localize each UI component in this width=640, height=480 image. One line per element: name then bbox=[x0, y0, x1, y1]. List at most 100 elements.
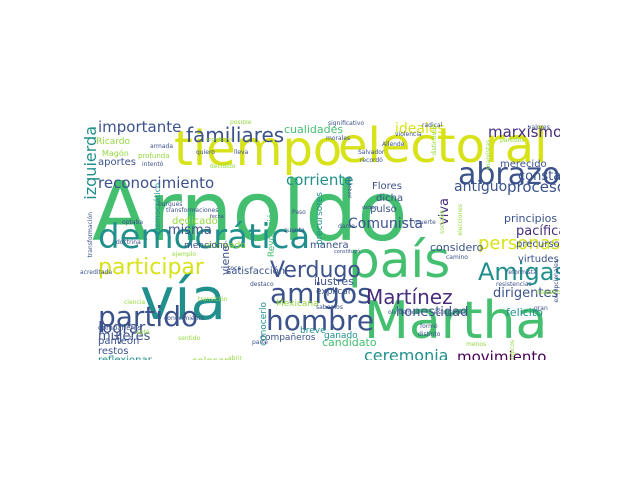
word-cloud: Arnoldo vía tiempo electoral Martha país democ… bbox=[80, 120, 560, 360]
cloud-word: Arnoldo bbox=[92, 165, 408, 260]
cloud-word: mujeres bbox=[98, 329, 151, 344]
cloud-word: misma bbox=[168, 223, 212, 238]
cloud-word: vía bbox=[140, 265, 226, 333]
cloud-word: decidido bbox=[210, 163, 236, 170]
cloud-word: Comunista bbox=[348, 216, 423, 232]
cloud-word: virtudes bbox=[518, 254, 559, 265]
cloud-word: conocimiento bbox=[164, 315, 205, 322]
cloud-word: partidos bbox=[500, 137, 525, 144]
cloud-word: abrir bbox=[228, 355, 243, 361]
cloud-word: valores bbox=[528, 124, 550, 131]
cloud-word: deben bbox=[362, 205, 378, 211]
cloud-word: distintivos bbox=[431, 125, 438, 156]
cloud-word: recordó bbox=[360, 157, 383, 164]
cloud-word: familiares bbox=[186, 123, 285, 147]
cloud-word: olvidemos bbox=[388, 309, 419, 316]
cloud-word: sabemos bbox=[316, 304, 343, 311]
cloud-word: breve bbox=[300, 326, 326, 336]
cloud-word: merecido bbox=[500, 159, 547, 170]
cloud-word: precursores bbox=[315, 192, 325, 246]
cloud-word: principios bbox=[504, 212, 558, 225]
cloud-word: antiguo bbox=[454, 179, 508, 195]
cloud-word: ejemplo bbox=[172, 251, 197, 258]
cloud-word: constituyó bbox=[334, 249, 361, 255]
cloud-word: Ricardo bbox=[96, 137, 130, 147]
cloud-word: dedicado bbox=[172, 216, 218, 227]
cloud-word: gran bbox=[534, 305, 548, 312]
cloud-word: distinto bbox=[418, 331, 441, 338]
cloud-word: Magón bbox=[102, 149, 129, 158]
cloud-word: proceso bbox=[507, 178, 560, 196]
cloud-word: armada bbox=[150, 143, 174, 150]
cloud-word: burgués bbox=[158, 201, 183, 208]
cloud-word: reformista bbox=[506, 269, 537, 276]
cloud-word: Amigas bbox=[478, 258, 560, 286]
cloud-word: Flores bbox=[372, 181, 402, 192]
cloud-word: significativo bbox=[328, 120, 365, 127]
cloud-word: Paso bbox=[292, 209, 306, 216]
cloud-word: panteón bbox=[98, 336, 140, 347]
cloud-word: abrazo bbox=[458, 157, 560, 192]
cloud-word: transformaciones bbox=[166, 207, 219, 214]
cloud-word: compañeras bbox=[98, 324, 142, 332]
cloud-word: Allende bbox=[382, 141, 405, 148]
cloud-word: hombre bbox=[266, 304, 375, 337]
cloud-word: compañeros bbox=[260, 333, 316, 343]
cloud-word: corriente bbox=[286, 171, 354, 189]
cloud-word: país bbox=[348, 231, 451, 289]
cloud-word: explicar bbox=[316, 287, 352, 297]
cloud-word: Mexicana bbox=[276, 299, 319, 309]
cloud-word: pulso bbox=[370, 204, 397, 215]
cloud-word: ideológicos bbox=[509, 340, 516, 360]
cloud-word: amigos bbox=[270, 277, 372, 310]
cloud-word: manera bbox=[310, 240, 349, 251]
cloud-word: resistencias bbox=[496, 281, 532, 288]
cloud-word: intentó bbox=[142, 161, 164, 168]
cloud-word: reconocimiento bbox=[98, 174, 215, 192]
cloud-word: precursor bbox=[516, 239, 560, 250]
cloud-word: doctrina bbox=[116, 239, 141, 246]
cloud-word: muerte bbox=[414, 219, 436, 226]
cloud-word: destaco bbox=[250, 281, 274, 288]
cloud-word: candidato bbox=[322, 336, 377, 349]
cloud-word: mencionó bbox=[184, 241, 229, 251]
cloud-word: sociales bbox=[439, 210, 446, 234]
cloud-word: participar bbox=[98, 255, 204, 280]
cloud-word: lograr bbox=[98, 318, 146, 337]
cloud-word: transición bbox=[198, 296, 228, 303]
cloud-word: personas bbox=[478, 233, 560, 254]
cloud-word: sentido bbox=[178, 335, 201, 342]
cloud-word: Verdugo bbox=[270, 258, 361, 283]
cloud-word: aportes bbox=[98, 157, 136, 168]
cloud-word: movimiento bbox=[457, 348, 547, 361]
cloud-word: felicito bbox=[506, 306, 543, 319]
cloud-word: estructural bbox=[434, 309, 467, 316]
cloud-word: considero bbox=[430, 241, 484, 254]
cloud-word: Salvador bbox=[358, 149, 385, 156]
cloud-word: quiero bbox=[196, 149, 215, 156]
cloud-word: pacífica bbox=[516, 224, 560, 239]
cloud-word: optaba bbox=[122, 219, 143, 226]
cloud-word: camino bbox=[446, 254, 468, 261]
cloud-word: elecciones bbox=[457, 204, 464, 236]
cloud-word: transformación bbox=[87, 212, 94, 258]
cloud-word: lleva bbox=[234, 149, 249, 156]
cloud-word: fecha bbox=[210, 214, 224, 220]
cloud-word: darse bbox=[338, 223, 355, 230]
cloud-word: marxistas bbox=[485, 140, 492, 170]
cloud-word: restos bbox=[98, 346, 129, 357]
cloud-word: electoral bbox=[338, 120, 548, 174]
cloud-word: Martínez bbox=[366, 285, 453, 309]
cloud-word: reflexionar bbox=[98, 356, 152, 361]
cloud-word: formó bbox=[420, 323, 438, 330]
cloud-word: colocar bbox=[192, 357, 228, 361]
cloud-word: socialismo bbox=[206, 137, 233, 143]
cloud-word: toca bbox=[228, 265, 241, 272]
cloud-word: partido bbox=[98, 300, 199, 333]
cloud-word: Martha bbox=[364, 291, 548, 351]
cloud-word: consta bbox=[518, 169, 560, 184]
cloud-word: parte bbox=[252, 339, 268, 346]
cloud-word: excepcionales bbox=[553, 260, 560, 303]
cloud-word: Revolución bbox=[267, 208, 277, 258]
cloud-word: profunda bbox=[138, 152, 170, 160]
